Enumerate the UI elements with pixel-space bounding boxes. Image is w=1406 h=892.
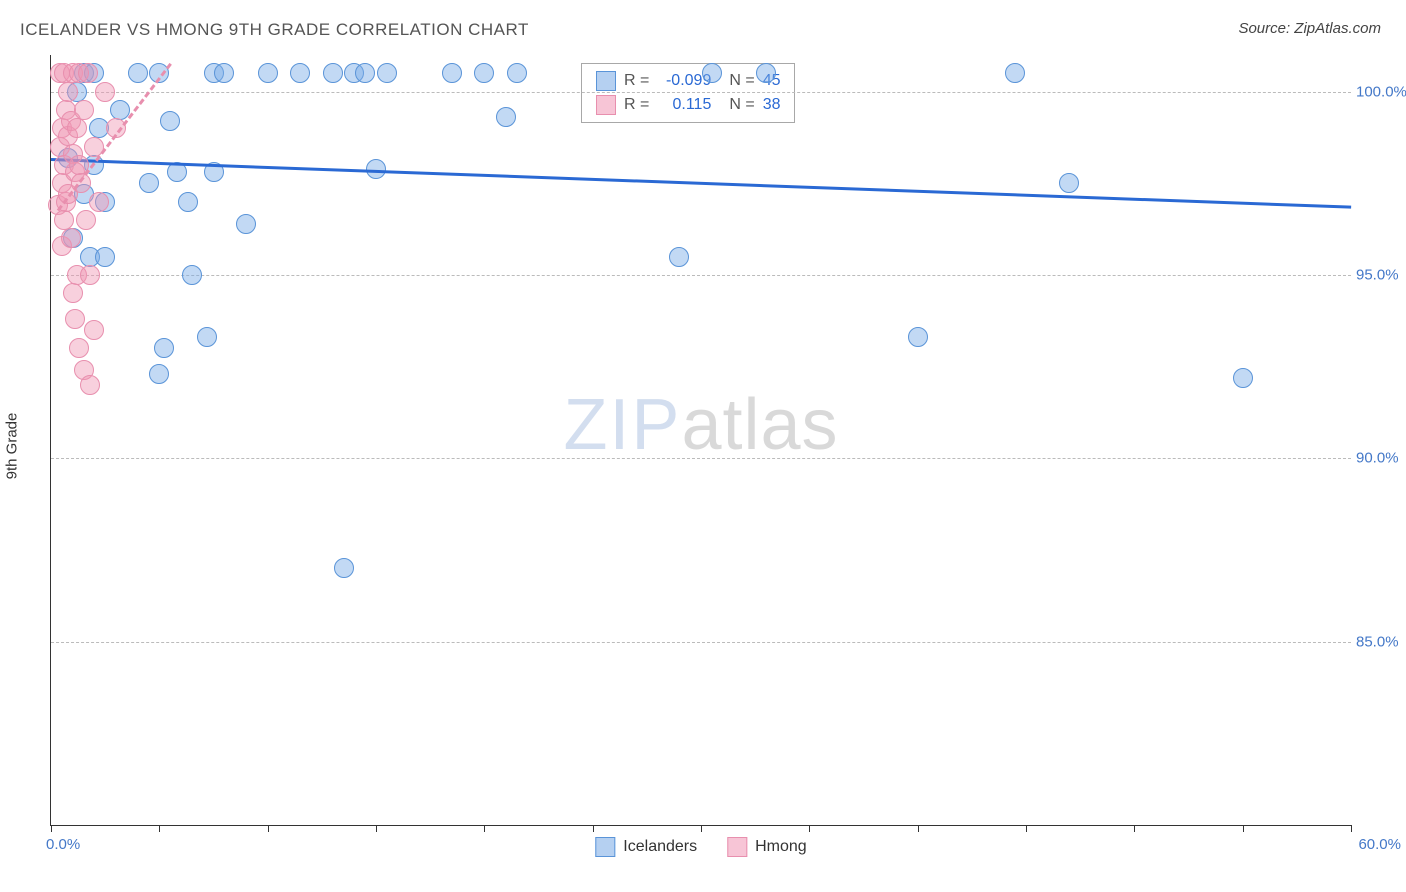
- x-tick: [1243, 825, 1244, 832]
- legend-swatch-icon: [727, 837, 747, 857]
- legend-item-hmong: Hmong: [727, 837, 807, 857]
- data-point: [67, 118, 87, 138]
- r-value-2: 0.115: [657, 93, 711, 117]
- data-point: [61, 228, 81, 248]
- data-point: [290, 63, 310, 83]
- x-tick: [1134, 825, 1135, 832]
- data-point: [95, 82, 115, 102]
- data-point: [80, 265, 100, 285]
- x-tick-max: 60.0%: [1358, 836, 1401, 853]
- n-label: N =: [729, 93, 754, 117]
- x-tick: [268, 825, 269, 832]
- data-point: [182, 265, 202, 285]
- x-tick: [51, 825, 52, 832]
- y-tick-label: 95.0%: [1356, 267, 1406, 284]
- chart-title: ICELANDER VS HMONG 9TH GRADE CORRELATION…: [20, 20, 529, 40]
- series-legend: Icelanders Hmong: [595, 837, 806, 857]
- correlation-row-2: R = 0.115 N = 38: [596, 93, 780, 117]
- data-point: [95, 247, 115, 267]
- data-point: [756, 63, 776, 83]
- x-tick-min: 0.0%: [46, 836, 80, 853]
- n-label: N =: [729, 69, 754, 93]
- data-point: [154, 338, 174, 358]
- data-point: [507, 63, 527, 83]
- data-point: [702, 63, 722, 83]
- x-tick: [1026, 825, 1027, 832]
- data-point: [63, 283, 83, 303]
- data-point: [178, 192, 198, 212]
- x-tick: [376, 825, 377, 832]
- data-point: [366, 159, 386, 179]
- chart-container: ICELANDER VS HMONG 9TH GRADE CORRELATION…: [0, 0, 1406, 892]
- plot-area: ZIPatlas R = -0.099 N = 45 R = 0.115 N =…: [50, 55, 1351, 826]
- data-point: [334, 558, 354, 578]
- y-tick-label: 100.0%: [1356, 83, 1406, 100]
- data-point: [496, 107, 516, 127]
- gridline: [51, 92, 1351, 93]
- legend-item-icelanders: Icelanders: [595, 837, 697, 857]
- r-label: R =: [624, 93, 649, 117]
- n-value-2: 38: [763, 93, 781, 117]
- data-point: [1005, 63, 1025, 83]
- data-point: [78, 63, 98, 83]
- data-point: [1233, 368, 1253, 388]
- y-axis-title: 9th Grade: [4, 413, 21, 480]
- data-point: [474, 63, 494, 83]
- gridline: [51, 642, 1351, 643]
- legend-swatch-hmong: [596, 95, 616, 115]
- legend-label: Hmong: [755, 838, 807, 856]
- data-point: [139, 173, 159, 193]
- data-point: [149, 364, 169, 384]
- data-point: [669, 247, 689, 267]
- data-point: [377, 63, 397, 83]
- x-tick: [1351, 825, 1352, 832]
- data-point: [908, 327, 928, 347]
- legend-swatch-icelanders: [596, 71, 616, 91]
- x-tick: [809, 825, 810, 832]
- data-point: [323, 63, 343, 83]
- data-point: [54, 210, 74, 230]
- y-tick-label: 85.0%: [1356, 633, 1406, 650]
- watermark: ZIPatlas: [563, 384, 838, 466]
- data-point: [355, 63, 375, 83]
- data-point: [74, 100, 94, 120]
- x-tick: [159, 825, 160, 832]
- data-point: [442, 63, 462, 83]
- data-point: [69, 338, 89, 358]
- legend-label: Icelanders: [623, 838, 697, 856]
- data-point: [128, 63, 148, 83]
- data-point: [84, 320, 104, 340]
- watermark-part1: ZIP: [563, 385, 681, 465]
- data-point: [80, 375, 100, 395]
- x-tick: [701, 825, 702, 832]
- data-point: [1059, 173, 1079, 193]
- source-label: Source: ZipAtlas.com: [1238, 20, 1381, 37]
- data-point: [89, 192, 109, 212]
- x-tick: [593, 825, 594, 832]
- trend-line: [51, 158, 1351, 209]
- data-point: [160, 111, 180, 131]
- data-point: [236, 214, 256, 234]
- data-point: [214, 63, 234, 83]
- gridline: [51, 275, 1351, 276]
- legend-swatch-icon: [595, 837, 615, 857]
- y-tick-label: 90.0%: [1356, 450, 1406, 467]
- watermark-part2: atlas: [681, 385, 838, 465]
- x-tick: [484, 825, 485, 832]
- data-point: [65, 309, 85, 329]
- data-point: [76, 210, 96, 230]
- gridline: [51, 458, 1351, 459]
- data-point: [258, 63, 278, 83]
- data-point: [58, 82, 78, 102]
- data-point: [197, 327, 217, 347]
- x-tick: [918, 825, 919, 832]
- correlation-row-1: R = -0.099 N = 45: [596, 69, 780, 93]
- r-label: R =: [624, 69, 649, 93]
